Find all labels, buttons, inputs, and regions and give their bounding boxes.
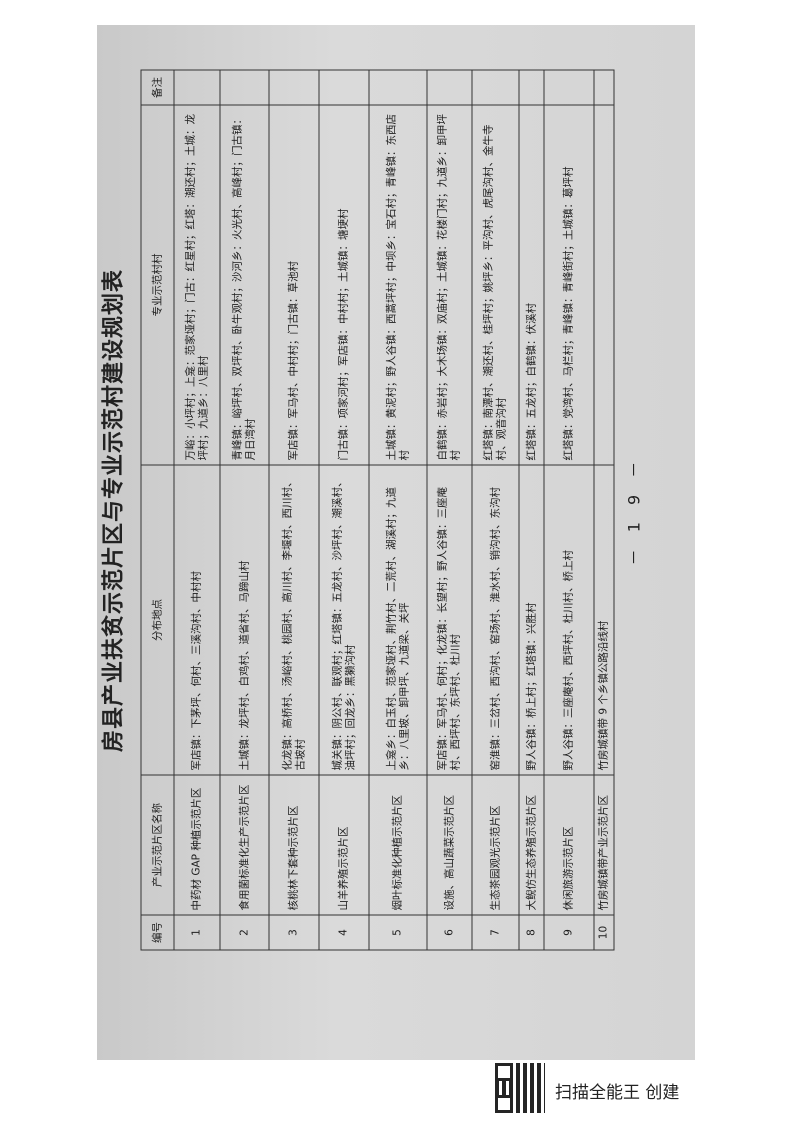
remark-cell bbox=[594, 70, 614, 105]
qr-code bbox=[495, 1063, 545, 1113]
document-title: 房县产业扶贫示范片区与专业示范村建设规划表 bbox=[100, 269, 127, 753]
table-row: 4 山羊养殖示范片区 城关镇：阴公村、联观村；红塔镇：五龙村、沙坪村、潮溪村、油坪村… bbox=[319, 70, 369, 950]
zone-name: 设施、高山蔬菜示范片区 bbox=[427, 775, 472, 915]
row-number: 1 bbox=[174, 915, 220, 950]
zone-name: 山羊养殖示范片区 bbox=[319, 775, 369, 915]
location-cell: 化龙镇：高桥村、汤峪村、桃园村、高川村、李堰村、西川村、古坡村 bbox=[269, 465, 319, 775]
scanned-page bbox=[97, 25, 695, 1060]
remark-cell bbox=[369, 70, 427, 105]
villages-cell bbox=[594, 105, 614, 465]
row-number: 7 bbox=[472, 915, 519, 950]
remark-cell bbox=[319, 70, 369, 105]
location-cell: 上龛乡：白玉村、范家垭村、荆竹村、二荒村、湖溪村；九道乡：八里坡、卸甲坪、九道梁… bbox=[369, 465, 427, 775]
remark-cell bbox=[269, 70, 319, 105]
header-row: 编号 产业示范片区名称 分布地点 专业示范村村 备注 bbox=[141, 70, 174, 950]
location-cell: 城关镇：阴公村、联观村；红塔镇：五龙村、沙坪村、潮溪村、油坪村；回龙乡：黑獭沟村 bbox=[319, 465, 369, 775]
table-row: 10 竹房城镇带产业示范片区 竹房城镇带 9 个乡镇公路沿线村 bbox=[594, 70, 614, 950]
villages-cell: 白鹤镇：赤岩村；大木场镇：双庙村；土城镇：花楼门村；九道乡：卸甲坪村 bbox=[427, 105, 472, 465]
header-remark: 备注 bbox=[141, 70, 174, 105]
plan-table: 编号 产业示范片区名称 分布地点 专业示范村村 备注 1 中药材 GAP 种植示范… bbox=[141, 70, 615, 951]
row-number: 3 bbox=[269, 915, 319, 950]
table-row: 3 核桃林下套种示范片区 化龙镇：高桥村、汤峪村、桃园村、高川村、李堰村、西川村、古… bbox=[269, 70, 319, 950]
villages-cell: 红塔镇：五龙村；白鹤镇：伏溪村 bbox=[519, 105, 544, 465]
table-row: 8 大鲵仿生态养殖示范片区 野人谷镇：桥上村；红塔镇：兴胜村 红塔镇：五龙村；白鹤镇：… bbox=[519, 70, 544, 950]
remark-cell bbox=[472, 70, 519, 105]
villages-cell: 青峰镇：峪坪村、双坪村、卧牛观村；沙河乡：火光村、高峰村；门古镇：月日湾村 bbox=[220, 105, 269, 465]
location-cell: 竹房城镇带 9 个乡镇公路沿线村 bbox=[594, 465, 614, 775]
header-no: 编号 bbox=[141, 915, 174, 950]
scanner-watermark: 扫描全能王 创建 bbox=[555, 1083, 680, 1103]
table-row: 6 设施、高山蔬菜示范片区 军店镇：军马村、何村；化龙镇：长望村；野人谷镇：三座庵村… bbox=[427, 70, 472, 950]
rotated-document: 房县产业扶贫示范片区与专业示范村建设规划表 编号 产业示范片区名称 分布地点 专… bbox=[96, 70, 661, 951]
location-cell: 军店镇：下茅坪、何村、三溪沟村、中村村 bbox=[174, 465, 220, 775]
table-row: 1 中药材 GAP 种植示范片区 军店镇：下茅坪、何村、三溪沟村、中村村 万峪：小坪村… bbox=[174, 70, 220, 950]
table-row: 7 生态茶园观光示范片区 窑淮镇：三岔村、西沟村、窑场村、淮水村、销沟村、东沟村 红塔… bbox=[472, 70, 519, 950]
zone-name: 烟叶标准化种植示范片区 bbox=[369, 775, 427, 915]
header-location: 分布地点 bbox=[141, 465, 174, 775]
remark-cell bbox=[544, 70, 594, 105]
zone-name: 休闲旅游示范片区 bbox=[544, 775, 594, 915]
villages-cell: 红塔镇：南潭村、潮还村、桂坪村；姚坪乡：平沟村、虎尾沟村、金牛寺村、观音沟村 bbox=[472, 105, 519, 465]
zone-name: 生态茶园观光示范片区 bbox=[472, 775, 519, 915]
header-name: 产业示范片区名称 bbox=[141, 775, 174, 915]
table-row: 2 食用菌标准化生产示范片区 土城镇：龙坪村、白鸡村、道省村、马蹄山村 青峰镇：峪坪村… bbox=[220, 70, 269, 950]
zone-name: 大鲵仿生态养殖示范片区 bbox=[519, 775, 544, 915]
row-number: 2 bbox=[220, 915, 269, 950]
location-cell: 土城镇：龙坪村、白鸡村、道省村、马蹄山村 bbox=[220, 465, 269, 775]
row-number: 6 bbox=[427, 915, 472, 950]
row-number: 10 bbox=[594, 915, 614, 950]
row-number: 8 bbox=[519, 915, 544, 950]
row-number: 4 bbox=[319, 915, 369, 950]
row-number: 5 bbox=[369, 915, 427, 950]
zone-name: 食用菌标准化生产示范片区 bbox=[220, 775, 269, 915]
villages-cell: 土城镇：黄泥村；野人谷镇：西蒿坪村；中坝乡：宝石村；青峰镇：东西店村 bbox=[369, 105, 427, 465]
villages-cell: 军店镇：军马村、中村村；门古镇：草池村 bbox=[269, 105, 319, 465]
remark-cell bbox=[519, 70, 544, 105]
location-cell: 军店镇：军马村、何村；化龙镇：长望村；野人谷镇：三座庵村、西坪村、东坪村、杜川村 bbox=[427, 465, 472, 775]
page-number: － 1 9 － bbox=[624, 455, 644, 566]
location-cell: 野人谷镇：三座庵村、西坪村、杜川村、桥上村 bbox=[544, 465, 594, 775]
villages-cell: 万峪：小坪村；上龛：范家垭村；门古：红星村；红塔：潮还村；土城：龙坪村；九道乡：… bbox=[174, 105, 220, 465]
remark-cell bbox=[427, 70, 472, 105]
header-villages: 专业示范村村 bbox=[141, 105, 174, 465]
location-cell: 窑淮镇：三岔村、西沟村、窑场村、淮水村、销沟村、东沟村 bbox=[472, 465, 519, 775]
row-number: 9 bbox=[544, 915, 594, 950]
zone-name: 中药材 GAP 种植示范片区 bbox=[174, 775, 220, 915]
table-row: 9 休闲旅游示范片区 野人谷镇：三座庵村、西坪村、杜川村、桥上村 红塔镇：党湾村、马栏… bbox=[544, 70, 594, 950]
villages-cell: 门古镇：项家河村；军店镇：中村村；土城镇：塘埂村 bbox=[319, 105, 369, 465]
zone-name: 核桃林下套种示范片区 bbox=[269, 775, 319, 915]
zone-name: 竹房城镇带产业示范片区 bbox=[594, 775, 614, 915]
table-row: 5 烟叶标准化种植示范片区 上龛乡：白玉村、范家垭村、荆竹村、二荒村、湖溪村；九道乡… bbox=[369, 70, 427, 950]
remark-cell bbox=[220, 70, 269, 105]
location-cell: 野人谷镇：桥上村；红塔镇：兴胜村 bbox=[519, 465, 544, 775]
villages-cell: 红塔镇：党湾村、马栏村；青峰镇：青峰街村；土城镇：葛坪村 bbox=[544, 105, 594, 465]
remark-cell bbox=[174, 70, 220, 105]
